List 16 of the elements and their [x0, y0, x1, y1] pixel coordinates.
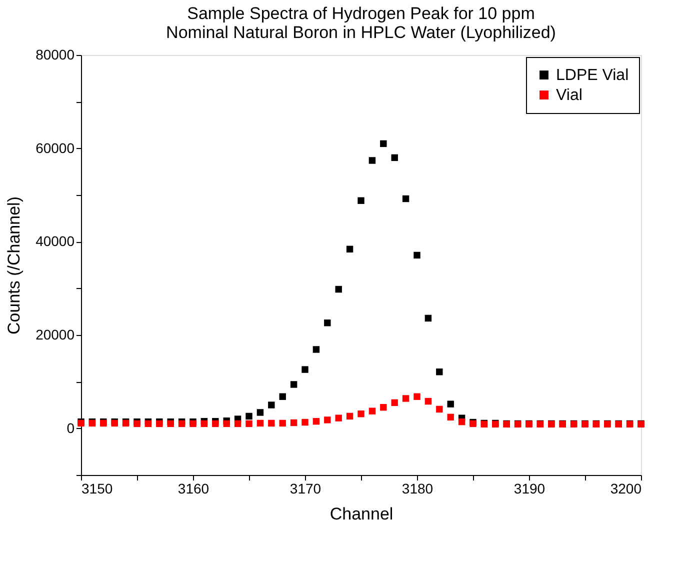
x-tick-label: 3190: [514, 480, 546, 496]
y-tick-label: 60000: [36, 140, 75, 156]
legend-label: LDPE Vial: [556, 67, 629, 84]
x-tick-label: 3200: [610, 480, 642, 496]
y-tick-label: 0: [66, 420, 75, 436]
x-tick-label: 3150: [82, 480, 113, 496]
x-tick-label: 3180: [402, 480, 434, 496]
y-tick-label: 40000: [36, 233, 75, 250]
y-axis-title: Counts (/Channel): [4, 196, 24, 334]
y-tick-label: 20000: [36, 326, 75, 342]
chart-title: Sample Spectra of Hydrogen Peak for 10 ppm Nominal Natural Boron in HPLC Water (Lyophilized): [166, 4, 556, 42]
y-tick-label: 80000: [36, 46, 75, 62]
x-tick-label: 3160: [178, 480, 210, 496]
legend-label: Vial: [556, 87, 582, 104]
x-tick-label: 3170: [290, 480, 322, 496]
x-axis-title: Channel: [330, 504, 394, 524]
